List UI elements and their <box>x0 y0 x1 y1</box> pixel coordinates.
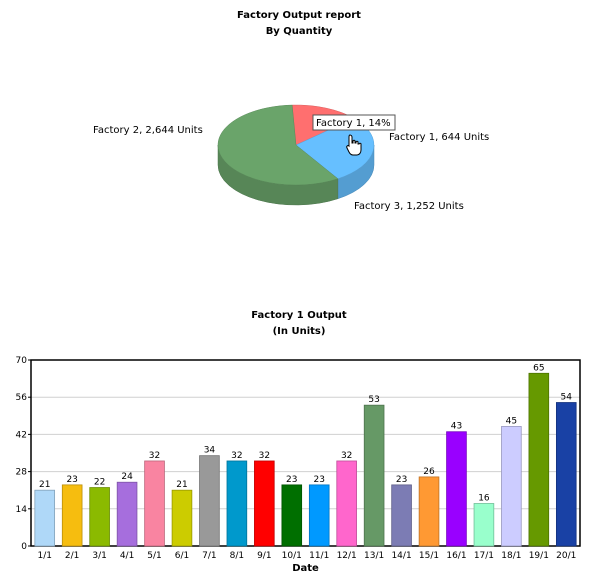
y-tick-label: 56 <box>16 393 28 403</box>
bar-value-label: 24 <box>121 472 133 482</box>
x-tick-label: 9/1 <box>257 551 271 561</box>
x-tick-label: 12/1 <box>337 551 357 561</box>
bar-chart-title: Factory 1 Output <box>251 310 347 321</box>
bar-10-1[interactable] <box>281 484 303 547</box>
bar-value-label: 34 <box>204 446 216 456</box>
x-tick-label: 7/1 <box>202 551 216 561</box>
y-tick-label: 28 <box>16 468 28 478</box>
x-tick-label: 19/1 <box>529 551 549 561</box>
x-tick-label: 20/1 <box>556 551 576 561</box>
pie-chart[interactable]: Factory 1, 644 Units Factory 2, 2,644 Uni… <box>0 40 598 270</box>
bar-14-1[interactable] <box>391 484 412 547</box>
bar-value-label: 26 <box>423 467 435 477</box>
pie-tooltip: Factory 1, 14% <box>312 114 396 131</box>
bar-value-label: 23 <box>286 475 297 485</box>
bar-value-label: 16 <box>478 493 490 503</box>
bar-16-1[interactable] <box>446 431 467 547</box>
x-tick-label: 15/1 <box>419 551 439 561</box>
bar-value-label: 22 <box>94 478 105 488</box>
bar-value-label: 32 <box>231 451 242 461</box>
pie-chart-subtitle: By Quantity <box>265 26 333 37</box>
y-tick-label: 70 <box>16 356 28 366</box>
y-tick-label: 0 <box>21 542 27 552</box>
pie-tooltip-text: Factory 1, 14% <box>316 118 391 129</box>
bar-2-1[interactable] <box>61 484 83 547</box>
bar-15-1[interactable] <box>418 476 440 547</box>
bar-18-1[interactable] <box>501 426 522 547</box>
bar-value-label: 32 <box>149 451 160 461</box>
bar-value-label: 65 <box>533 363 544 373</box>
bar-8-1[interactable] <box>226 460 248 547</box>
bar-17-1[interactable] <box>473 503 495 547</box>
x-tick-label: 3/1 <box>92 551 106 561</box>
bar-value-label: 54 <box>561 393 573 403</box>
bar-value-label: 53 <box>368 395 379 405</box>
bar-12-1[interactable] <box>336 460 357 547</box>
x-axis-title: Date <box>292 563 319 574</box>
y-tick-label: 42 <box>16 430 27 440</box>
bar-7-1[interactable] <box>199 455 220 547</box>
x-tick-label: 1/1 <box>37 551 51 561</box>
bar-gridlines <box>31 396 580 510</box>
x-tick-label: 14/1 <box>391 551 411 561</box>
bar-value-label: 23 <box>396 475 407 485</box>
bar-6-1[interactable] <box>171 489 193 547</box>
pie-chart-title: Factory Output report <box>237 10 361 21</box>
bar-20-1[interactable] <box>555 402 577 547</box>
x-tick-label: 10/1 <box>282 551 302 561</box>
pie-label-factory-1: Factory 1, 644 Units <box>389 132 489 143</box>
bar-value-label: 23 <box>66 475 77 485</box>
hand-cursor-icon <box>346 134 362 156</box>
x-tick-label: 17/1 <box>474 551 494 561</box>
x-tick-label: 6/1 <box>175 551 189 561</box>
x-tick-label: 4/1 <box>120 551 134 561</box>
x-tick-label: 11/1 <box>309 551 329 561</box>
bar-1-1[interactable] <box>34 489 56 547</box>
bar-3-1[interactable] <box>89 487 110 547</box>
bar-5-1[interactable] <box>144 460 165 547</box>
bar-value-label: 32 <box>341 451 352 461</box>
bar-11-1[interactable] <box>308 484 330 547</box>
x-tick-label: 18/1 <box>501 551 521 561</box>
pie-label-factory-2: Factory 2, 2,644 Units <box>93 125 203 136</box>
bar-13-1[interactable] <box>363 404 385 547</box>
bar-value-label: 32 <box>259 451 270 461</box>
y-tick-label: 14 <box>16 505 28 515</box>
bar-chart-subtitle: (In Units) <box>272 326 326 337</box>
bar-value-label: 43 <box>451 422 462 432</box>
bar-value-label: 45 <box>506 416 517 426</box>
x-tick-label: 16/1 <box>446 551 466 561</box>
x-tick-label: 13/1 <box>364 551 384 561</box>
x-tick-label: 5/1 <box>147 551 161 561</box>
pie-label-factory-3: Factory 3, 1,252 Units <box>354 201 464 212</box>
x-tick-label: 8/1 <box>230 551 244 561</box>
bar-9-1[interactable] <box>254 460 275 547</box>
bar-value-label: 21 <box>176 480 187 490</box>
bar-4-1[interactable] <box>116 481 138 547</box>
bar-value-label: 21 <box>39 480 50 490</box>
x-tick-label: 2/1 <box>65 551 79 561</box>
pie-slice-factory-2[interactable] <box>217 104 339 186</box>
plot-border <box>30 359 581 547</box>
bar-19-1[interactable] <box>528 372 550 547</box>
bar-chart: 0 14 28 42 56 70 21 1/1 23 2/1 22 3/1 24 4/1 32 5/1 21 6/… <box>16 356 581 574</box>
bar-value-label: 23 <box>313 475 324 485</box>
